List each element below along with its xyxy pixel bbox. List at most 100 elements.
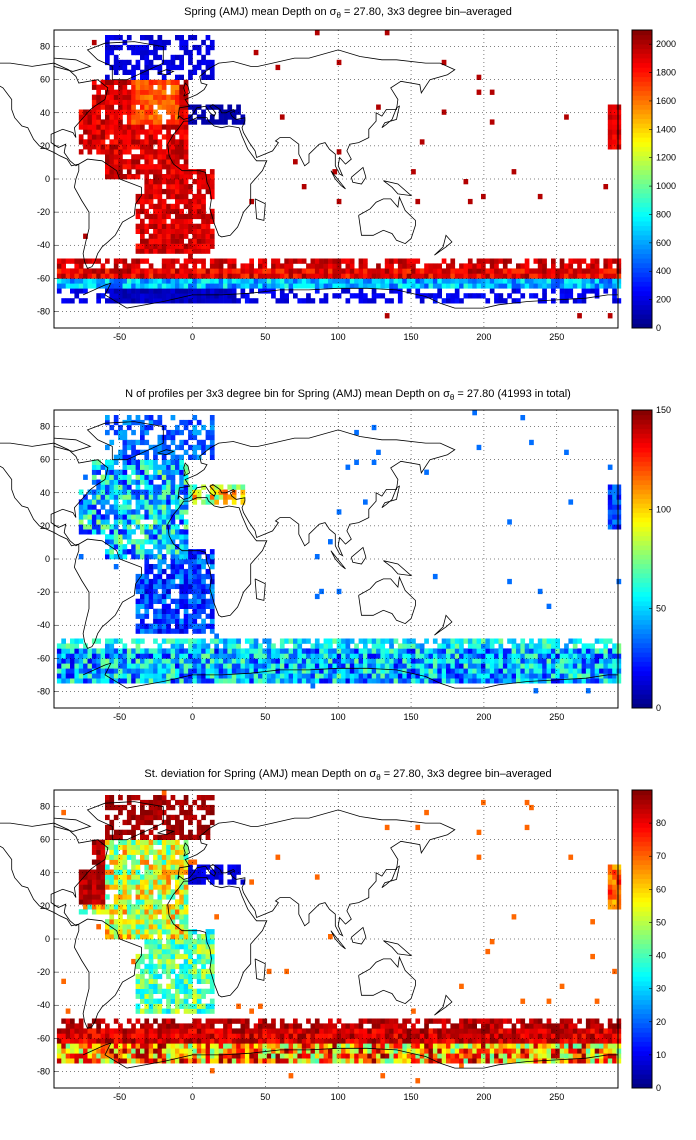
data-bin xyxy=(581,1048,587,1054)
data-bin xyxy=(56,663,62,669)
data-bin xyxy=(179,124,184,130)
data-bin xyxy=(78,524,84,530)
data-bin xyxy=(209,288,215,294)
data-bin xyxy=(546,603,552,609)
data-bin xyxy=(122,1058,128,1064)
data-bin xyxy=(113,288,119,294)
data-bin xyxy=(472,1038,477,1044)
coastline xyxy=(167,117,268,238)
data-bin xyxy=(271,663,276,669)
colorbar-tick-label: 600 xyxy=(656,238,671,248)
data-bin xyxy=(279,643,285,649)
data-bin xyxy=(511,278,517,284)
data-bin xyxy=(209,278,215,284)
data-bin xyxy=(301,258,307,264)
data-bin xyxy=(376,278,381,284)
data-bin xyxy=(459,1058,464,1064)
data-bin xyxy=(397,673,403,679)
data-bin xyxy=(144,578,150,585)
data-bin xyxy=(170,415,176,421)
data-bin xyxy=(113,278,119,284)
data-bin xyxy=(502,1058,508,1064)
data-bin xyxy=(568,658,574,664)
data-bin xyxy=(450,293,456,299)
data-bin xyxy=(227,288,233,294)
data-bin xyxy=(363,278,368,284)
data-bin xyxy=(520,415,526,421)
data-bin xyxy=(384,1028,390,1034)
data-bin xyxy=(516,268,521,274)
data-bin xyxy=(271,273,276,279)
data-bin xyxy=(175,1023,180,1029)
data-bin xyxy=(196,198,202,205)
data-bin xyxy=(140,169,145,175)
coastline xyxy=(350,166,367,185)
data-bin xyxy=(406,1043,412,1049)
colorbar-step xyxy=(632,437,652,444)
data-bin xyxy=(118,469,123,475)
data-bin xyxy=(122,1048,128,1054)
data-bin xyxy=(166,104,171,110)
colorbar-step xyxy=(632,666,652,672)
data-bin xyxy=(463,648,469,654)
data-bin xyxy=(376,653,381,659)
data-bin xyxy=(380,283,386,289)
data-bin xyxy=(205,213,211,220)
data-bin xyxy=(214,658,219,664)
data-bin xyxy=(288,288,294,294)
data-bin xyxy=(218,119,224,125)
data-bin xyxy=(227,658,233,664)
data-bin xyxy=(349,268,355,274)
data-bin xyxy=(201,283,206,289)
data-bin xyxy=(83,1053,88,1059)
data-bin xyxy=(153,1028,158,1034)
data-bin xyxy=(96,479,101,485)
data-bin xyxy=(384,258,390,264)
data-bin xyxy=(118,474,123,480)
data-bin xyxy=(463,663,469,669)
data-bin xyxy=(209,668,215,674)
coastline xyxy=(82,662,618,689)
data-bin xyxy=(209,439,215,446)
data-bin xyxy=(118,1028,123,1034)
data-bin xyxy=(91,104,97,110)
colorbar-step xyxy=(632,605,652,611)
data-bin xyxy=(376,1038,381,1044)
data-bin xyxy=(170,484,176,490)
data-bin xyxy=(542,1033,547,1039)
data-bin xyxy=(494,663,499,669)
data-bin xyxy=(397,1043,403,1049)
data-bin xyxy=(577,273,582,279)
data-bin xyxy=(113,149,119,155)
data-bin xyxy=(397,658,403,664)
data-bin xyxy=(109,35,115,41)
data-bin xyxy=(144,64,150,71)
data-bin xyxy=(61,258,66,264)
data-bin xyxy=(306,1053,311,1059)
data-bin xyxy=(494,653,499,659)
data-bin xyxy=(96,668,101,674)
data-bin xyxy=(74,273,80,279)
data-bin xyxy=(144,223,150,229)
data-bin xyxy=(61,668,66,674)
data-bin xyxy=(467,1028,473,1034)
data-bin xyxy=(175,293,180,299)
data-bin xyxy=(56,1053,62,1059)
data-bin xyxy=(209,69,215,75)
data-bin xyxy=(577,648,582,654)
data-bin xyxy=(424,268,429,274)
data-bin xyxy=(140,1023,145,1029)
data-bin xyxy=(91,39,97,46)
data-bin xyxy=(87,124,93,130)
data-bin xyxy=(354,1033,359,1039)
data-bin xyxy=(175,188,180,195)
data-bin xyxy=(183,603,189,609)
data-bin xyxy=(179,593,184,600)
data-bin xyxy=(192,1038,198,1044)
data-bin xyxy=(323,1043,329,1049)
data-bin xyxy=(402,1043,407,1049)
data-bin xyxy=(74,288,80,294)
data-bin xyxy=(175,559,180,565)
data-bin xyxy=(450,1058,456,1064)
data-bin xyxy=(196,648,202,654)
